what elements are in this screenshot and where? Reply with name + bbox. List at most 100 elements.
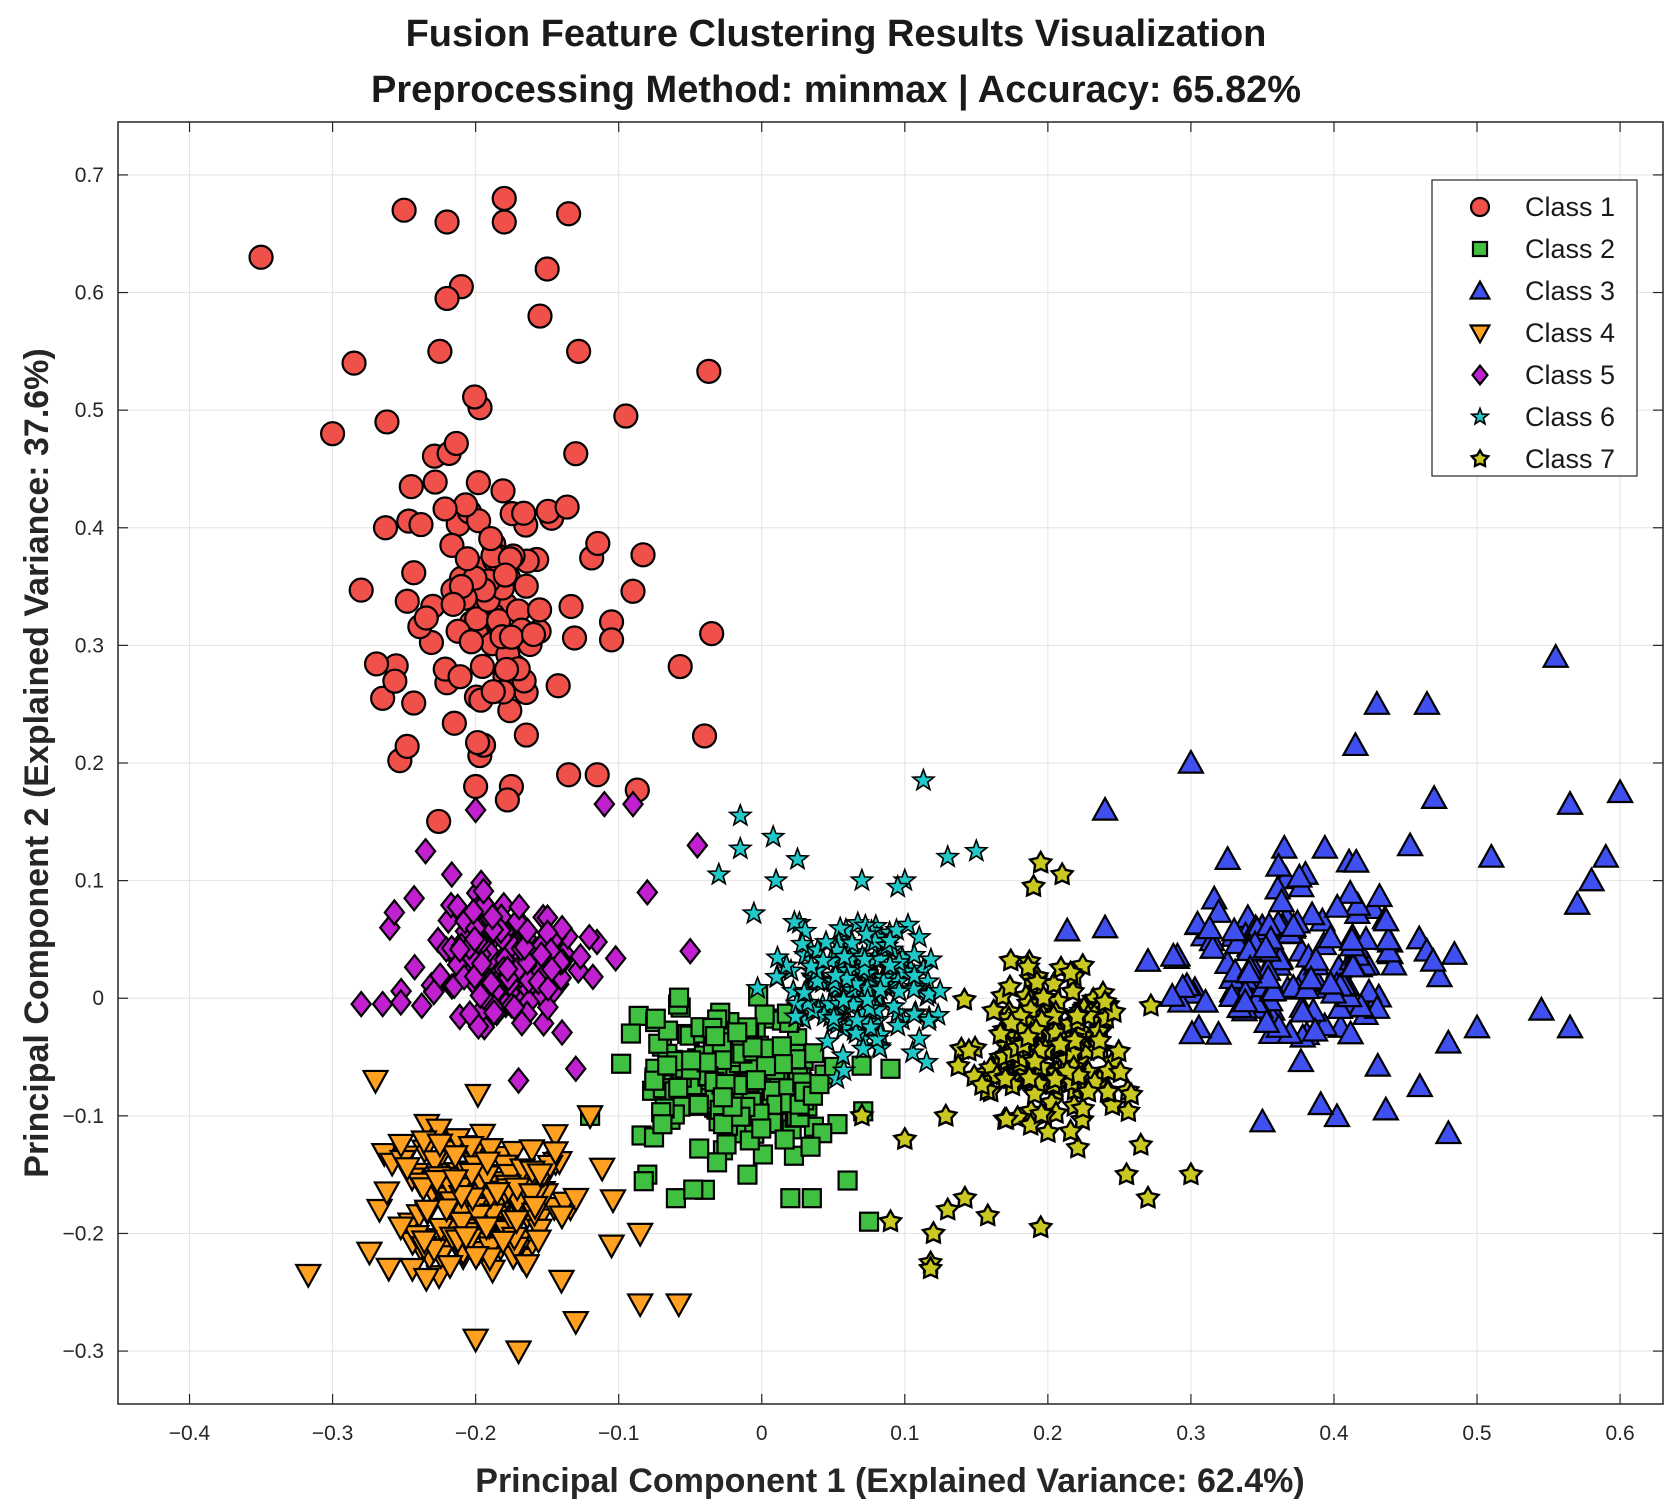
data-point <box>443 430 469 457</box>
data-point <box>1115 1098 1142 1123</box>
x-tick-label: −0.4 <box>169 1422 211 1445</box>
data-point <box>374 409 400 435</box>
data-point <box>910 767 937 792</box>
data-point <box>763 867 789 892</box>
data-point <box>520 621 547 648</box>
data-point <box>706 861 732 886</box>
data-point <box>636 878 659 907</box>
data-point <box>727 1022 748 1043</box>
data-points <box>248 185 1634 1366</box>
data-point <box>554 494 580 520</box>
data-point <box>527 303 553 329</box>
data-point <box>657 1055 678 1076</box>
data-point <box>1091 795 1119 821</box>
data-point <box>1463 1013 1491 1039</box>
series-5 <box>350 790 709 1095</box>
data-point <box>556 762 582 788</box>
data-point <box>363 651 390 677</box>
data-point <box>588 1157 616 1183</box>
y-axis-label: Principal Component 2 (Explained Varianc… <box>18 348 56 1177</box>
data-point <box>502 1210 531 1236</box>
data-point <box>432 496 458 522</box>
data-point <box>447 1211 476 1237</box>
data-point <box>1195 914 1224 940</box>
data-point <box>849 867 875 892</box>
y-tick-label: 0.7 <box>75 164 104 187</box>
data-point <box>901 1001 928 1026</box>
data-point <box>1380 950 1408 976</box>
data-point <box>472 1216 501 1242</box>
data-point <box>453 492 479 518</box>
data-point <box>1363 689 1391 715</box>
data-point <box>1099 1091 1126 1117</box>
data-point <box>945 1052 971 1078</box>
data-point <box>645 1008 666 1029</box>
data-point <box>386 1216 415 1242</box>
data-point <box>1339 952 1367 978</box>
data-point <box>1285 862 1314 888</box>
data-point <box>741 900 767 925</box>
data-point <box>1279 912 1308 937</box>
data-point <box>1113 1161 1140 1186</box>
data-point <box>830 987 857 1012</box>
data-point <box>434 209 460 235</box>
data-point <box>901 941 927 966</box>
series-2 <box>579 986 901 1232</box>
data-point <box>1343 890 1372 916</box>
data-point <box>423 1169 451 1195</box>
data-point <box>935 843 961 868</box>
data-point <box>1336 1019 1365 1045</box>
data-point <box>517 1183 546 1209</box>
data-point <box>667 653 693 680</box>
data-point <box>754 1004 775 1025</box>
data-point <box>1606 778 1634 804</box>
data-point <box>1301 1016 1329 1042</box>
data-point <box>789 930 815 955</box>
data-point <box>831 1057 857 1082</box>
data-point <box>593 790 616 818</box>
data-point <box>1204 897 1233 923</box>
data-point <box>469 653 496 680</box>
data-point <box>853 921 880 946</box>
data-point <box>1396 831 1424 857</box>
data-point <box>403 884 426 913</box>
y-tick-label: 0.2 <box>75 752 104 775</box>
data-point <box>464 796 487 824</box>
data-point <box>781 908 808 934</box>
data-point <box>823 962 849 987</box>
legend: Class 1 Class 2 Class 3 Class 4 Class 5 Class… <box>1431 179 1638 477</box>
data-point <box>877 1208 904 1233</box>
data-point <box>373 1181 401 1207</box>
data-point <box>1204 1019 1233 1045</box>
legend-marker <box>1469 196 1491 218</box>
data-point <box>1323 1102 1351 1128</box>
data-point <box>1336 878 1365 904</box>
x-tick-label: 0.5 <box>1462 1422 1491 1445</box>
data-point <box>780 1188 801 1209</box>
data-point <box>454 546 480 572</box>
data-point <box>1016 1064 1043 1090</box>
data-point <box>507 1066 530 1095</box>
data-point <box>473 1151 502 1177</box>
data-point <box>432 1198 461 1224</box>
data-point <box>584 762 610 788</box>
data-point <box>664 1293 693 1319</box>
data-point <box>880 1058 901 1079</box>
data-point <box>604 944 627 973</box>
data-point <box>496 955 519 983</box>
data-point <box>1372 906 1401 932</box>
data-point <box>858 1211 880 1232</box>
data-point <box>1178 1161 1204 1186</box>
data-point <box>1288 997 1317 1023</box>
data-point <box>355 1241 384 1267</box>
data-point <box>821 1005 847 1030</box>
data-point <box>620 1023 642 1044</box>
data-point <box>774 1129 795 1150</box>
data-point <box>652 1114 673 1135</box>
data-point <box>1434 1119 1463 1145</box>
data-point <box>441 1145 470 1171</box>
data-point <box>500 1140 529 1166</box>
data-point <box>1021 1080 1048 1106</box>
data-point <box>472 877 495 905</box>
data-point <box>951 986 978 1011</box>
